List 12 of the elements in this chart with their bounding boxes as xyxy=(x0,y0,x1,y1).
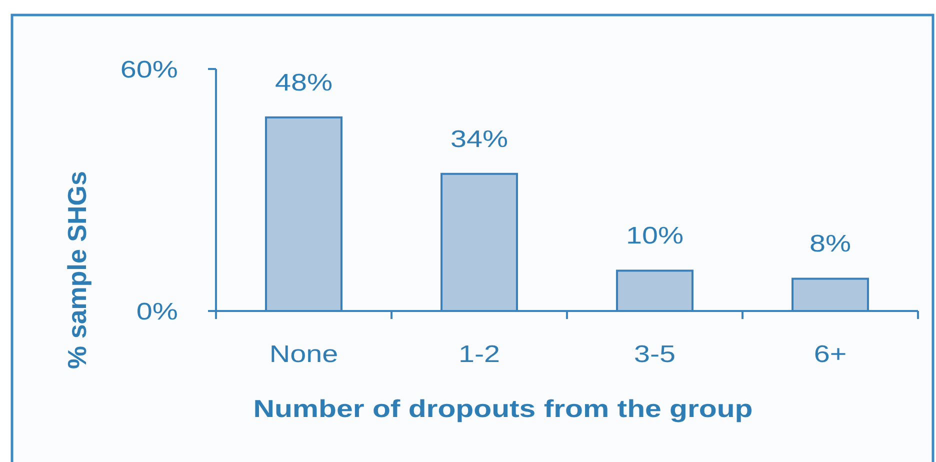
data-label: 10% xyxy=(626,222,684,250)
data-label: 34% xyxy=(450,125,508,152)
x-tick-label: 6+ xyxy=(814,340,847,368)
x-tick-label: None xyxy=(269,340,338,368)
x-axis-title: Number of dropouts from the group xyxy=(253,395,753,422)
y-axis-title: % sample SHGs xyxy=(62,171,92,369)
y-tick-label: 0% xyxy=(136,298,178,326)
x-tick-label: 3-5 xyxy=(634,340,676,368)
y-tick-label: 60% xyxy=(120,56,178,84)
data-label: 8% xyxy=(809,230,852,258)
x-tick-label: 1-2 xyxy=(458,340,500,368)
data-label: 48% xyxy=(274,68,333,96)
